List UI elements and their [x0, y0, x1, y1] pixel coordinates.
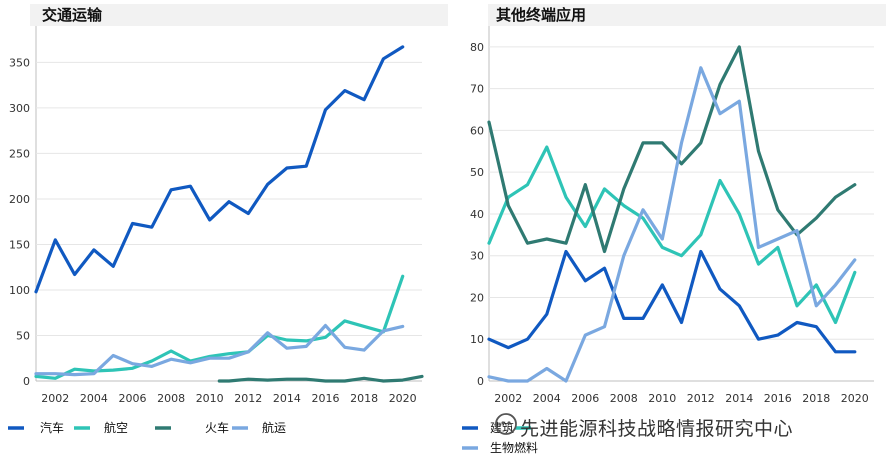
y-tick-label: 0 [477, 375, 484, 388]
x-tick-label: 2016 [764, 392, 792, 405]
y-tick-label: 20 [470, 291, 484, 304]
x-tick-label: 2020 [841, 392, 869, 405]
x-tick-label: 2018 [802, 392, 830, 405]
y-tick-label: 50 [16, 329, 30, 342]
series-line-3 [487, 45, 857, 254]
series-line-3 [217, 374, 424, 383]
y-tick-label: 100 [9, 284, 30, 297]
y-tick-label: 0 [23, 375, 30, 388]
x-tick-label: 2002 [41, 392, 69, 405]
y-tick-label: 80 [470, 41, 484, 54]
series-line-2 [34, 274, 405, 380]
chart-title-band [488, 4, 886, 26]
series-line-4 [487, 66, 857, 383]
chart-title-band [30, 4, 448, 26]
y-tick-label: 300 [9, 102, 30, 115]
x-tick-label: 2002 [494, 392, 522, 405]
y-tick-label: 150 [9, 238, 30, 251]
x-tick-label: 2012 [687, 392, 715, 405]
x-tick-label: 2004 [80, 392, 108, 405]
x-tick-label: 2020 [389, 392, 417, 405]
watermark-text: 先进能源科技战略情报研究中心 [520, 418, 794, 440]
y-tick-label: 350 [9, 56, 30, 69]
chart-title: 交通运输 [42, 6, 103, 24]
x-tick-label: 2016 [312, 392, 340, 405]
x-tick-label: 2014 [273, 392, 301, 405]
series-line-1 [487, 249, 857, 354]
chart-title: 其他终端应用 [496, 6, 586, 24]
legend-label: 汽车 [40, 420, 64, 435]
x-tick-label: 2014 [725, 392, 753, 405]
y-tick-label: 250 [9, 147, 30, 160]
x-tick-label: 2010 [648, 392, 676, 405]
x-tick-label: 2018 [350, 392, 378, 405]
series-line-2 [487, 145, 857, 325]
y-tick-label: 70 [470, 83, 484, 96]
chart-panel-1: 交通运输 0 50 100 150 200 250 300 350 2002 2004 2006 200… [8, 4, 448, 435]
series-line-4 [34, 323, 405, 377]
y-tick-label: 50 [470, 166, 484, 179]
series-line-1 [34, 45, 405, 294]
wechat-logo-icon [495, 413, 517, 435]
chart-panel-2: 其他终端应用 0 10 20 30 40 50 60 70 80 2002 2004 2006 2008 2… [462, 4, 886, 455]
y-tick-label: 60 [470, 124, 484, 137]
x-tick-label: 2012 [234, 392, 262, 405]
legend-label: 航空 [104, 420, 128, 435]
x-tick-label: 2004 [533, 392, 561, 405]
legend-label: 火车 [205, 420, 229, 435]
x-tick-label: 2006 [119, 392, 147, 405]
y-tick-label: 30 [470, 250, 484, 263]
x-tick-label: 2008 [157, 392, 185, 405]
x-tick-label: 2010 [196, 392, 224, 405]
y-tick-label: 40 [470, 208, 484, 221]
legend-label: 航运 [262, 420, 286, 435]
x-tick-label: 2008 [610, 392, 638, 405]
y-tick-label: 200 [9, 193, 30, 206]
x-tick-label: 2006 [571, 392, 599, 405]
y-tick-label: 10 [470, 333, 484, 346]
legend-label: 生物燃料 [490, 440, 538, 455]
